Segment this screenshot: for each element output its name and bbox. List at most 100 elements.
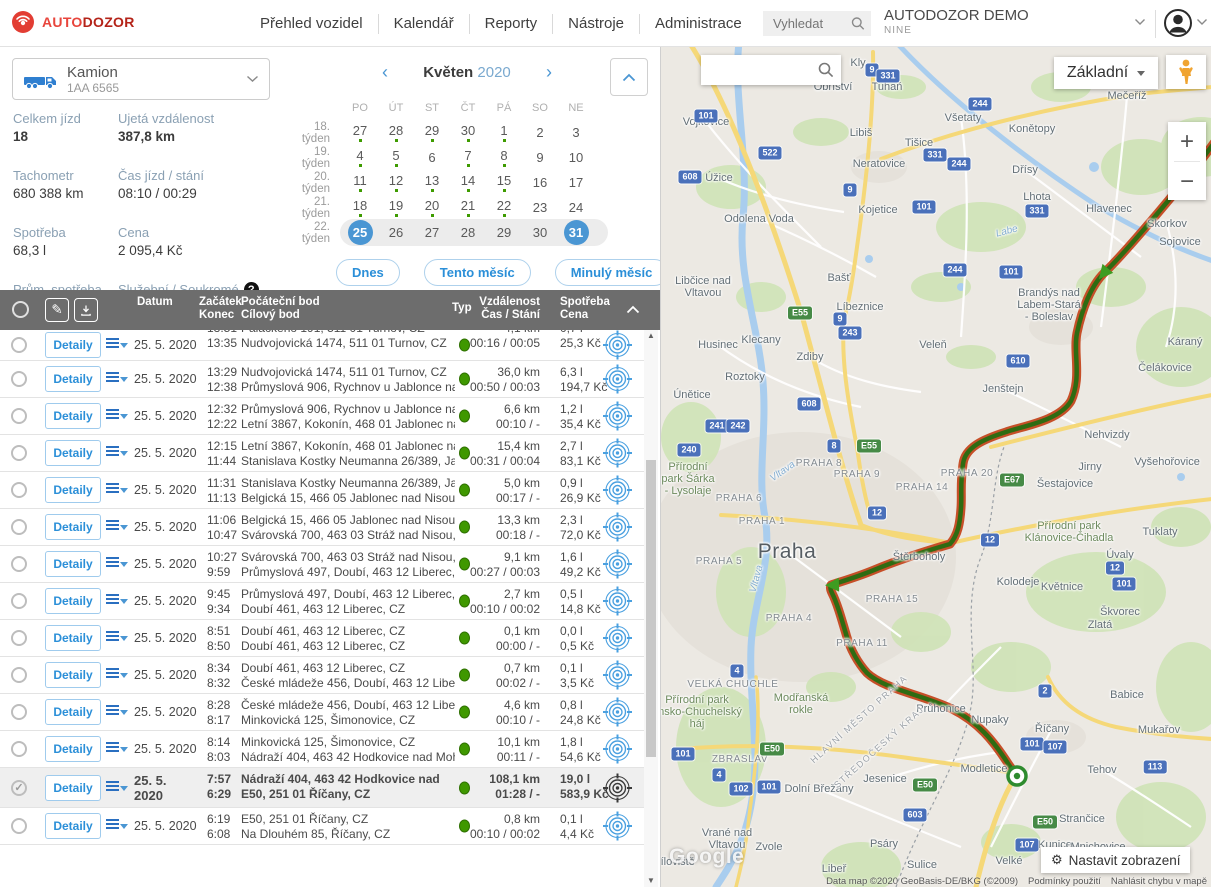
row-checkbox[interactable] <box>11 408 27 424</box>
row-menu-button[interactable] <box>106 742 128 756</box>
locate-on-map-button[interactable] <box>602 660 633 691</box>
calendar-day[interactable]: 16 <box>532 174 548 190</box>
detail-button[interactable]: Detaily <box>45 514 101 540</box>
table-row[interactable]: Detaily 25. 5. 2020 12:15 11:44 Letní 3867, … <box>0 435 644 472</box>
locate-on-map-button[interactable] <box>602 549 633 580</box>
calendar-day[interactable]: 9 <box>536 149 544 165</box>
table-row[interactable]: Detaily 25. 5. 2020 13:5113:35Palackého 19… <box>0 330 644 361</box>
nav-item-4[interactable]: Administrace <box>655 15 742 32</box>
calendar-day[interactable]: 8 <box>486 145 522 170</box>
vehicle-selector[interactable]: Kamion 1AA 6565 <box>12 58 270 100</box>
calendar-day[interactable]: 5 <box>378 145 414 170</box>
map-search-box[interactable] <box>701 55 841 85</box>
calendar-day[interactable]: 19 <box>378 195 414 220</box>
row-checkbox[interactable]: ✓ <box>11 779 27 796</box>
detail-button[interactable]: Detaily <box>45 662 101 688</box>
table-row[interactable]: Detaily 25. 5. 2020 10:27 9:59 Svárovská 700… <box>0 546 644 583</box>
calendar-day[interactable]: 27 <box>424 224 440 240</box>
calendar-day[interactable]: 10 <box>568 149 584 165</box>
nav-item-3[interactable]: Nástroje <box>568 15 624 32</box>
account-info[interactable]: AUTODOZOR DEMO NINE <box>884 7 1029 36</box>
col-vzdalenost[interactable]: Vzdálenost Čas / Stání <box>479 296 540 321</box>
calendar-day[interactable]: 17 <box>568 174 584 190</box>
calendar-day[interactable]: 29 <box>496 224 512 240</box>
table-row[interactable]: Detaily 25. 5. 2020 13:29 12:38 Nudvojovická… <box>0 361 644 398</box>
pegman-button[interactable] <box>1166 55 1206 89</box>
calendar-day[interactable]: 11 <box>342 170 378 195</box>
map-settings-button[interactable]: ⚙ Nastavit zobrazení <box>1041 847 1191 873</box>
calendar-day[interactable]: 12 <box>378 170 414 195</box>
locate-on-map-button[interactable] <box>602 623 633 654</box>
row-checkbox[interactable] <box>11 445 27 461</box>
calendar-day[interactable]: 31 <box>558 220 594 245</box>
calendar-day[interactable]: 13 <box>414 170 450 195</box>
table-row[interactable]: Detaily 25. 5. 2020 11:06 10:47 Belgická 15,… <box>0 509 644 546</box>
app-logo[interactable]: AUTODOZOR <box>10 9 135 35</box>
avatar-chevron-icon[interactable] <box>1196 18 1208 26</box>
calendar-day[interactable]: 23 <box>532 199 548 215</box>
locate-on-map-button[interactable] <box>602 734 633 765</box>
row-menu-button[interactable] <box>106 483 128 497</box>
locate-on-map-button[interactable] <box>602 697 633 728</box>
table-row[interactable]: Detaily 25. 5. 2020 8:28 8:17 České mládeže … <box>0 694 644 731</box>
detail-button[interactable]: Detaily <box>45 403 101 429</box>
locate-on-map-button[interactable] <box>602 438 633 469</box>
calendar-day[interactable]: 30 <box>450 120 486 145</box>
scroll-up-icon[interactable]: ▲ <box>647 331 655 340</box>
row-checkbox[interactable] <box>11 482 27 498</box>
calendar-range-button-1[interactable]: Tento měsíc <box>423 259 531 286</box>
calendar-range-button-2[interactable]: Minulý měsíc <box>554 259 669 286</box>
nav-item-2[interactable]: Reporty <box>484 15 538 32</box>
calendar-day[interactable]: 18 <box>342 195 378 220</box>
detail-button[interactable]: Detaily <box>45 588 101 614</box>
calendar-day[interactable]: 28 <box>460 224 476 240</box>
row-menu-button[interactable] <box>106 780 128 795</box>
row-checkbox[interactable] <box>11 519 27 535</box>
calendar-collapse-button[interactable] <box>610 58 648 96</box>
locate-on-map-button[interactable] <box>602 475 633 506</box>
calendar-next-icon[interactable]: › <box>545 62 552 82</box>
table-row[interactable]: Detaily 25. 5. 2020 8:14 8:03 Minkovická 125… <box>0 731 644 768</box>
row-checkbox[interactable] <box>11 704 27 720</box>
calendar-range-button-0[interactable]: Dnes <box>336 259 400 286</box>
zoom-out-button[interactable]: − <box>1179 167 1194 195</box>
global-search[interactable] <box>763 11 871 36</box>
table-row[interactable]: ✓ Detaily 25. 5. 2020 7:57 6:29 Nádraží 404, … <box>0 768 644 808</box>
calendar-day[interactable]: 28 <box>378 120 414 145</box>
scroll-down-icon[interactable]: ▼ <box>647 876 655 885</box>
download-button[interactable] <box>74 298 98 322</box>
table-row[interactable]: Detaily 25. 5. 2020 9:45 9:34 Průmyslová 497… <box>0 583 644 620</box>
row-menu-button[interactable] <box>106 520 128 534</box>
row-checkbox[interactable] <box>11 337 27 353</box>
detail-button[interactable]: Detaily <box>45 440 101 466</box>
col-zacatek-konec[interactable]: Začátek Konec <box>199 296 242 321</box>
locate-on-map-button[interactable] <box>602 330 633 360</box>
locate-on-map-button[interactable] <box>602 364 633 395</box>
row-checkbox[interactable] <box>11 630 27 646</box>
detail-button[interactable]: Detaily <box>45 477 101 503</box>
calendar-day[interactable]: 4 <box>342 145 378 170</box>
detail-button[interactable]: Detaily <box>45 699 101 725</box>
calendar-day[interactable]: 30 <box>532 224 548 240</box>
calendar-day[interactable]: 21 <box>450 195 486 220</box>
calendar-day[interactable]: 14 <box>450 170 486 195</box>
edit-button[interactable]: ✎ <box>45 298 69 322</box>
select-all-checkbox[interactable] <box>12 301 29 318</box>
col-spotreba[interactable]: Spotřeba Cena <box>560 296 610 321</box>
detail-button[interactable]: Detaily <box>45 332 101 358</box>
table-row[interactable]: Detaily 25. 5. 2020 11:31 11:13 Stanislava K… <box>0 472 644 509</box>
calendar-day[interactable]: 24 <box>568 199 584 215</box>
terms-link[interactable]: Podmínky použití <box>1028 876 1101 887</box>
calendar-prev-icon[interactable]: ‹ <box>382 62 388 82</box>
locate-on-map-button[interactable] <box>602 586 633 617</box>
col-typ[interactable]: Typ <box>452 302 472 314</box>
detail-button[interactable]: Detaily <box>45 366 101 392</box>
row-menu-button[interactable] <box>106 819 128 833</box>
avatar[interactable] <box>1163 8 1193 38</box>
locate-on-map-button[interactable] <box>602 772 633 803</box>
locate-on-map-button[interactable] <box>602 401 633 432</box>
map-search-input[interactable] <box>709 61 818 79</box>
calendar-day[interactable]: 7 <box>450 145 486 170</box>
calendar-day[interactable]: 27 <box>342 120 378 145</box>
locate-on-map-button[interactable] <box>602 512 633 543</box>
